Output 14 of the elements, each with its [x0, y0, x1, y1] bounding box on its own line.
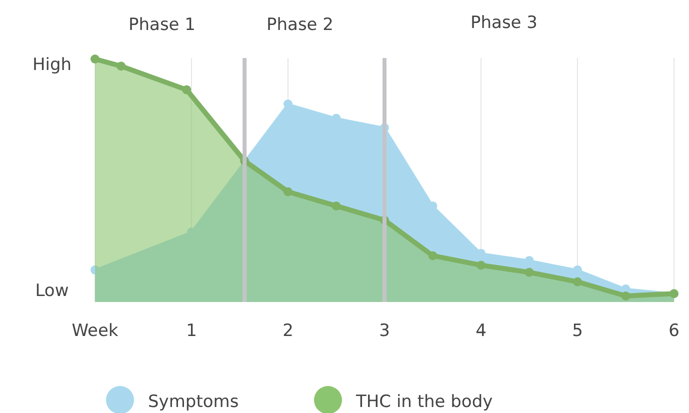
x-tick-label: 4 [476, 321, 486, 341]
x-tick-label: 2 [282, 321, 294, 341]
text: Phase 1 [128, 15, 196, 35]
x-tick-label: 6 [668, 321, 680, 341]
text: Phase 3 [470, 13, 538, 33]
x-tick-label: 1 [186, 321, 197, 341]
x-tick-label: Week [72, 321, 118, 341]
x-tick-label: 3 [379, 321, 390, 341]
legend-label: Symptoms [148, 392, 239, 412]
text: High [32, 55, 72, 75]
legend-label: THC in the body [355, 392, 493, 412]
text: Low [35, 281, 69, 301]
x-tick-label: 5 [572, 321, 583, 341]
text: Phase 2 [266, 15, 334, 35]
